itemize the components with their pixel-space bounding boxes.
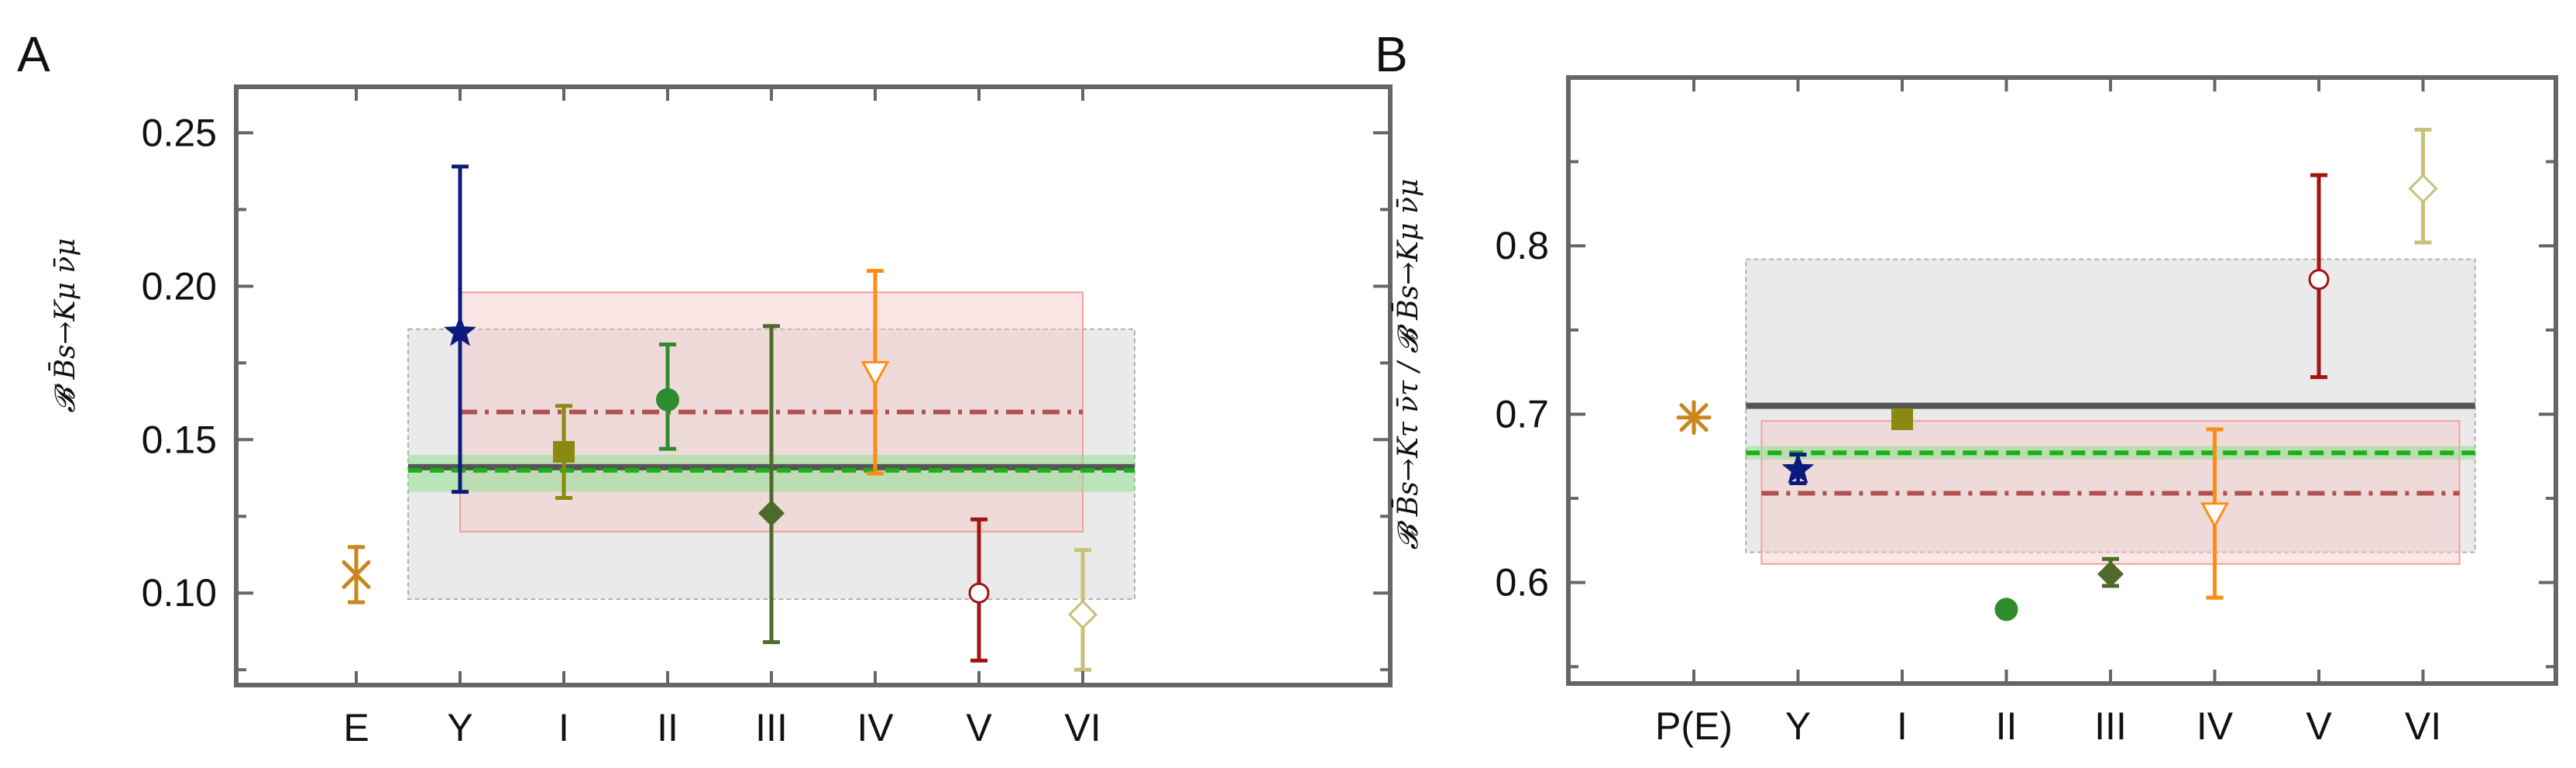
panel-b-xtick-label: P(E): [1655, 704, 1733, 748]
panel-b-ytick-label: 0.7: [1495, 392, 1549, 436]
panel-b-xtick-label: Y: [1785, 704, 1811, 748]
panel-b-frame: [1566, 75, 2558, 686]
panel-b-xtick-label: IV: [2196, 704, 2234, 748]
panel-a-ytick-label: 0.15: [142, 418, 217, 461]
panel-a-point-ii-marker: [656, 387, 679, 412]
panel-a-point-vi-marker: [1067, 599, 1098, 630]
panel-a-ticks: 0.100.150.200.25E Y I II III IV V VI: [142, 84, 1393, 749]
panel-b-xtick-label: I: [1897, 704, 1908, 748]
panel-b-point-vi-marker: [2408, 174, 2438, 204]
panel-a-marks: [342, 164, 1098, 672]
panel-b-point-iv-marker: [2200, 502, 2230, 529]
panel-b-xtick-label: III: [2094, 704, 2127, 748]
panel-a-point-i-marker: [553, 441, 575, 463]
panel-a-point-y-marker: [444, 315, 476, 346]
panel-a-xtick-label: E: [343, 706, 369, 749]
panel-a-ytick-label: 0.25: [142, 111, 217, 154]
panel-b-point-pe-marker: [1676, 400, 1712, 436]
panel-a-point-e-marker: [342, 560, 371, 589]
panel-b-xtick-label: V: [2306, 704, 2332, 748]
panel-b-band-green: [1746, 446, 2475, 460]
panel-a-point-v-marker: [968, 582, 990, 604]
panel-b-ylabel: 𝓑 B̄s→Kτ ν̄τ / 𝓑 B̄s→Kμ ν̄μ: [1391, 179, 1424, 550]
panel-a-ytick-label: 0.10: [142, 571, 217, 615]
panel-b-xtick-label: VI: [2405, 704, 2441, 748]
panel-b: B 0.60.70.8P(E) Y I II III IV V VI 𝓑 B̄s→Kτ ν̄τ…: [1375, 26, 2558, 748]
panel-a-xtick-label: Y: [447, 706, 472, 749]
panel-b-point-i-marker: [1891, 408, 1913, 430]
panel-a-frame: [234, 84, 1393, 687]
panel-b-point-y-marker: [1781, 453, 1815, 484]
panel-a-xtick-label: III: [755, 706, 788, 749]
panel-a-letter: A: [17, 26, 50, 82]
panel-a-xtick-label: V: [966, 706, 992, 749]
panel-b-xtick-label: II: [1996, 704, 2018, 748]
panel-b-point-iii-marker: [2097, 560, 2124, 587]
panel-a-xtick-label: VI: [1064, 706, 1101, 749]
panel-b-marks: [1676, 127, 2438, 622]
panel-b-bands: [1745, 258, 2476, 565]
panel-b-ticks: 0.60.70.8P(E) Y I II III IV V VI: [1495, 75, 2558, 748]
panel-a-xtick-label: II: [657, 706, 678, 749]
panel-b-ytick-label: 0.6: [1495, 561, 1549, 604]
panel-a-ytick-label: 0.20: [142, 264, 217, 308]
panel-b-letter: B: [1375, 26, 1408, 82]
panel-a: A 0.100.150.200.25E Y I II III IV V VI 𝓑 B̄s→Kμ…: [17, 26, 1393, 749]
panel-a-point-iv-marker: [860, 360, 890, 387]
panel-b-ytick-label: 0.8: [1495, 224, 1549, 267]
panel-b-point-ii-marker: [1994, 598, 2018, 622]
panel-a-xtick-label: IV: [857, 706, 894, 749]
panel-a-ylabel: 𝓑 B̄s→Kμ ν̄μ: [48, 238, 81, 412]
panel-a-xtick-label: I: [558, 706, 569, 749]
panel-a-point-iii-marker: [758, 500, 785, 527]
panel-b-point-v-marker: [2308, 269, 2330, 291]
